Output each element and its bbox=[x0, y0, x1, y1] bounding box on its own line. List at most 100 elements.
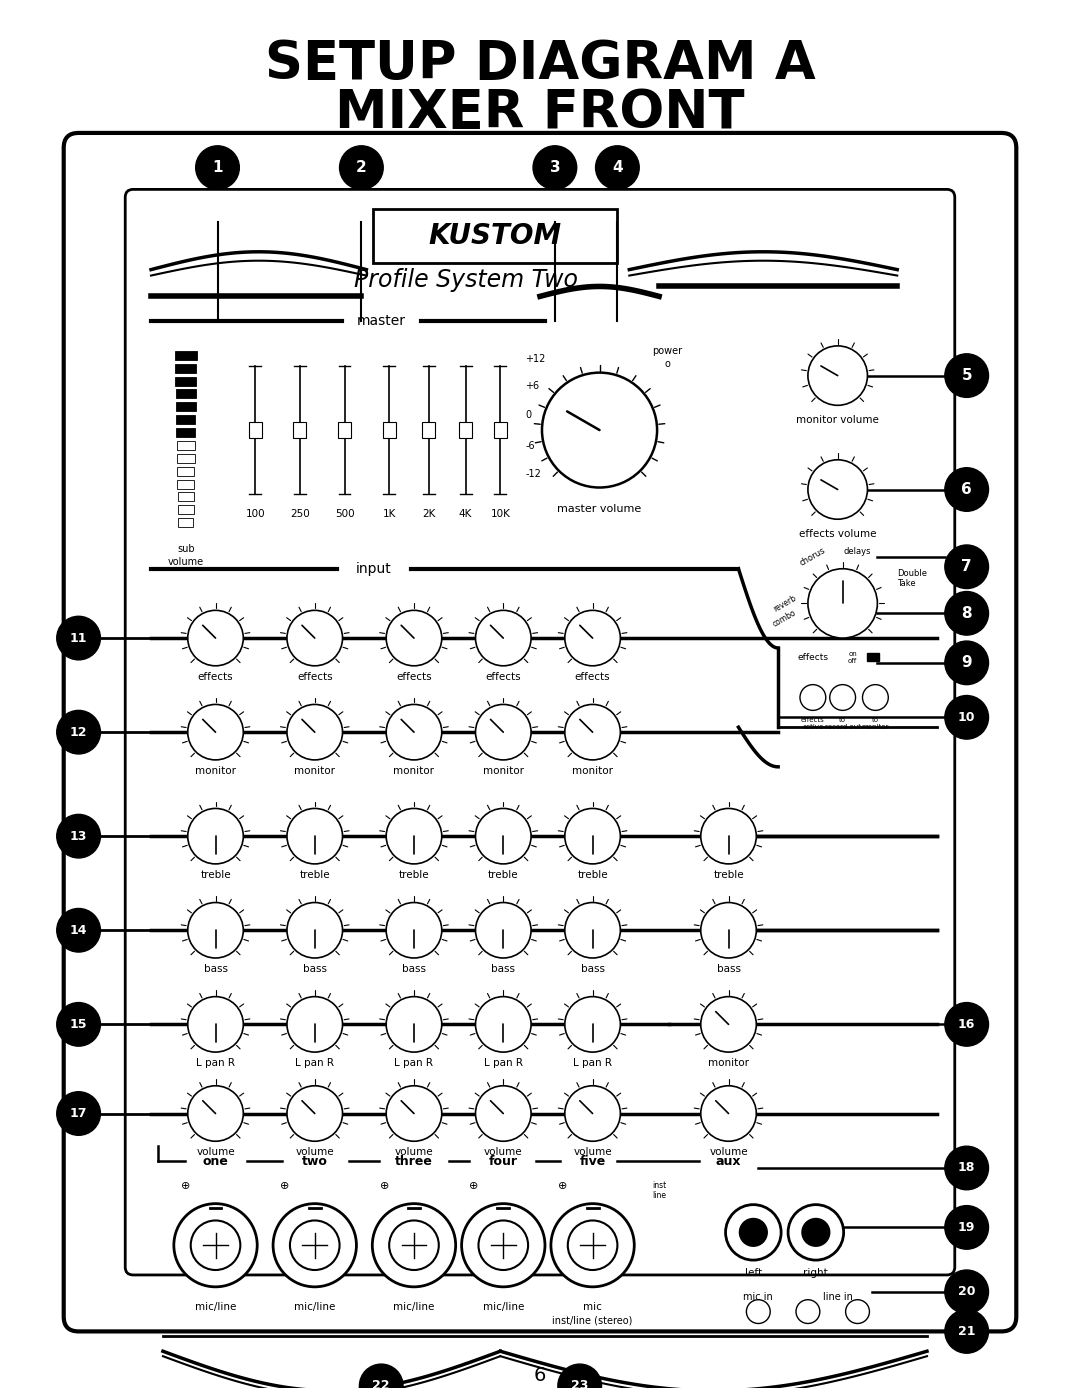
Text: 6: 6 bbox=[534, 1366, 546, 1386]
Text: chorus: chorus bbox=[798, 546, 827, 567]
Text: treble: treble bbox=[200, 870, 231, 880]
Circle shape bbox=[287, 1085, 342, 1141]
Text: to
monitor: to monitor bbox=[862, 717, 889, 731]
Text: effects: effects bbox=[198, 672, 233, 682]
Text: 12: 12 bbox=[70, 725, 87, 739]
Circle shape bbox=[461, 1204, 545, 1287]
Text: power: power bbox=[652, 346, 683, 356]
Bar bbox=[178, 506, 193, 514]
Circle shape bbox=[565, 1085, 620, 1141]
Text: bass: bass bbox=[581, 964, 605, 974]
Text: mic/line: mic/line bbox=[294, 1302, 336, 1312]
Circle shape bbox=[701, 996, 756, 1052]
Circle shape bbox=[701, 902, 756, 958]
Circle shape bbox=[373, 1204, 456, 1287]
Text: effects
active: effects active bbox=[801, 717, 825, 731]
Text: 250: 250 bbox=[291, 510, 310, 520]
Circle shape bbox=[565, 996, 620, 1052]
Circle shape bbox=[565, 610, 620, 666]
Text: bass: bass bbox=[203, 964, 228, 974]
Circle shape bbox=[289, 1221, 339, 1270]
Text: 4: 4 bbox=[612, 161, 623, 175]
Circle shape bbox=[945, 1003, 988, 1046]
Text: 18: 18 bbox=[958, 1161, 975, 1175]
Text: Profile System Two: Profile System Two bbox=[353, 267, 578, 292]
Text: 5: 5 bbox=[961, 367, 972, 383]
Circle shape bbox=[287, 704, 342, 760]
Text: input: input bbox=[355, 562, 391, 576]
Text: master: master bbox=[356, 314, 406, 328]
Text: mic/line: mic/line bbox=[483, 1302, 524, 1312]
Bar bbox=[294, 422, 307, 439]
Circle shape bbox=[57, 1003, 100, 1046]
Text: volume: volume bbox=[296, 1147, 334, 1157]
Circle shape bbox=[273, 1204, 356, 1287]
Text: bass: bass bbox=[402, 964, 426, 974]
Text: bass: bass bbox=[716, 964, 741, 974]
Text: 23: 23 bbox=[571, 1379, 589, 1393]
Circle shape bbox=[945, 353, 988, 397]
Circle shape bbox=[188, 610, 243, 666]
Text: two: two bbox=[301, 1154, 327, 1168]
Circle shape bbox=[945, 545, 988, 588]
Text: effects: effects bbox=[575, 672, 610, 682]
Bar bbox=[494, 422, 507, 439]
Text: 10K: 10K bbox=[490, 510, 510, 520]
Text: five: five bbox=[580, 1154, 606, 1168]
Circle shape bbox=[195, 145, 240, 190]
Circle shape bbox=[174, 1204, 257, 1287]
Circle shape bbox=[475, 902, 531, 958]
Text: master volume: master volume bbox=[557, 504, 642, 514]
FancyBboxPatch shape bbox=[125, 190, 955, 1275]
Circle shape bbox=[808, 460, 867, 520]
Circle shape bbox=[387, 1085, 442, 1141]
Circle shape bbox=[846, 1299, 869, 1323]
Text: 16: 16 bbox=[958, 1018, 975, 1031]
Circle shape bbox=[565, 704, 620, 760]
FancyBboxPatch shape bbox=[64, 133, 1016, 1331]
Bar bbox=[177, 479, 194, 489]
Text: -12: -12 bbox=[525, 468, 541, 479]
Text: L pan R: L pan R bbox=[197, 1058, 235, 1069]
Text: 3: 3 bbox=[550, 161, 561, 175]
Text: SETUP DIAGRAM A: SETUP DIAGRAM A bbox=[265, 38, 815, 89]
Circle shape bbox=[387, 610, 442, 666]
Circle shape bbox=[701, 1085, 756, 1141]
Circle shape bbox=[387, 704, 442, 760]
Circle shape bbox=[565, 902, 620, 958]
Bar bbox=[248, 422, 261, 439]
Text: one: one bbox=[203, 1154, 229, 1168]
Text: three: three bbox=[395, 1154, 433, 1168]
Circle shape bbox=[701, 809, 756, 863]
Text: volume: volume bbox=[394, 1147, 433, 1157]
Text: 1: 1 bbox=[213, 161, 222, 175]
Circle shape bbox=[387, 902, 442, 958]
Text: sub: sub bbox=[177, 543, 194, 555]
Text: 21: 21 bbox=[958, 1324, 975, 1338]
Text: +6: +6 bbox=[525, 380, 539, 391]
Circle shape bbox=[945, 591, 988, 636]
Text: ⊕: ⊕ bbox=[469, 1180, 478, 1190]
Circle shape bbox=[57, 908, 100, 953]
Circle shape bbox=[945, 1206, 988, 1249]
Circle shape bbox=[808, 346, 867, 405]
Bar bbox=[459, 422, 472, 439]
Circle shape bbox=[188, 704, 243, 760]
Circle shape bbox=[534, 145, 577, 190]
Circle shape bbox=[726, 1204, 781, 1260]
Circle shape bbox=[796, 1299, 820, 1323]
Circle shape bbox=[542, 373, 657, 488]
Circle shape bbox=[287, 902, 342, 958]
Circle shape bbox=[568, 1221, 618, 1270]
Circle shape bbox=[475, 610, 531, 666]
Circle shape bbox=[287, 610, 342, 666]
Text: volume: volume bbox=[167, 557, 204, 567]
Text: monitor: monitor bbox=[294, 766, 335, 775]
Text: ⊕: ⊕ bbox=[181, 1180, 190, 1190]
Text: 1K: 1K bbox=[382, 510, 396, 520]
Text: bass: bass bbox=[491, 964, 515, 974]
Text: effects: effects bbox=[797, 654, 828, 662]
Text: 100: 100 bbox=[245, 510, 265, 520]
Circle shape bbox=[191, 1221, 241, 1270]
Text: volume: volume bbox=[197, 1147, 234, 1157]
